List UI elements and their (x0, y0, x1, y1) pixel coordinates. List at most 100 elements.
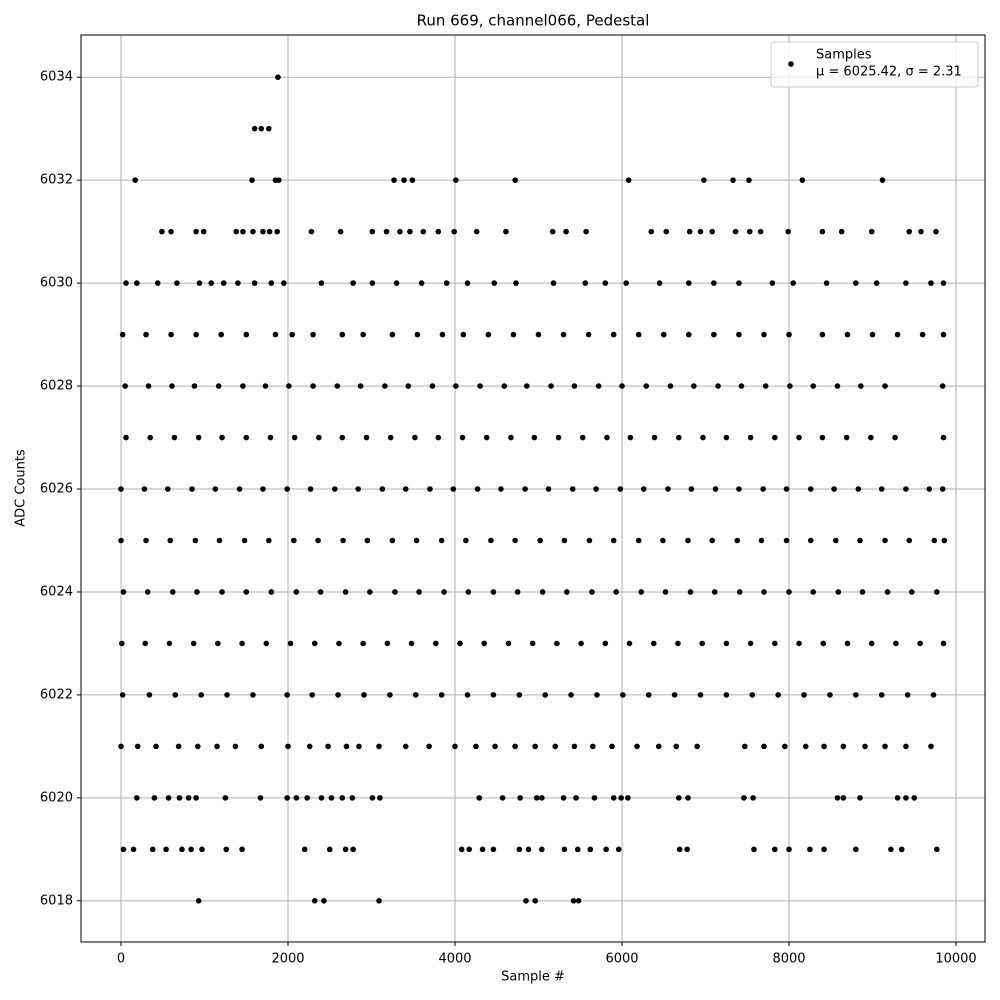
point (844, 331, 851, 338)
point (477, 383, 483, 389)
point (168, 331, 174, 338)
point (185, 795, 192, 801)
point (783, 486, 790, 492)
point (697, 692, 704, 698)
point (257, 795, 264, 801)
point (222, 795, 229, 801)
point (328, 795, 335, 801)
point (291, 434, 298, 441)
point (691, 383, 697, 389)
point (593, 486, 599, 492)
point (232, 743, 239, 750)
point (711, 280, 717, 286)
point (730, 177, 736, 183)
point (835, 589, 842, 595)
point (360, 331, 366, 338)
point (360, 640, 366, 647)
point (757, 228, 764, 235)
point (640, 486, 647, 492)
point (782, 743, 788, 750)
point (304, 795, 311, 801)
point (355, 486, 361, 492)
point (249, 177, 255, 183)
point (457, 640, 463, 647)
point (868, 434, 874, 441)
point (220, 280, 227, 286)
point (834, 383, 841, 389)
point (412, 692, 419, 698)
point (786, 331, 792, 338)
point (594, 692, 600, 698)
point (820, 640, 827, 647)
point (224, 692, 230, 698)
point (524, 383, 530, 389)
point (311, 640, 318, 647)
point (819, 228, 826, 235)
point (531, 434, 538, 441)
point (934, 589, 940, 595)
point (241, 537, 248, 544)
point (119, 692, 126, 698)
point (123, 280, 129, 286)
point (561, 537, 568, 544)
point (501, 383, 508, 389)
y-tick-label: 6026 (40, 482, 73, 497)
point (715, 383, 721, 389)
point (169, 383, 175, 389)
point (284, 692, 290, 698)
point (643, 383, 650, 389)
point (655, 743, 662, 750)
point (473, 743, 479, 750)
point (517, 795, 523, 801)
point (934, 846, 940, 853)
point (675, 795, 682, 801)
point (810, 589, 817, 595)
point (172, 692, 179, 698)
point (857, 795, 863, 801)
legend-box (770, 41, 979, 88)
point (200, 228, 207, 235)
point (350, 846, 356, 853)
point (416, 589, 422, 595)
point (635, 331, 642, 338)
point (676, 846, 683, 853)
point (589, 743, 596, 750)
point (873, 280, 880, 286)
point (853, 846, 859, 853)
point (843, 434, 850, 441)
point (514, 589, 521, 595)
point (589, 589, 595, 595)
point (688, 486, 695, 492)
point (166, 640, 173, 647)
point (438, 692, 445, 698)
point (827, 692, 833, 698)
point (317, 589, 324, 595)
point (904, 692, 911, 698)
point (522, 486, 528, 492)
point (364, 537, 371, 544)
point (555, 434, 562, 441)
point (443, 280, 450, 286)
point (760, 486, 766, 492)
point (888, 846, 894, 853)
point (512, 743, 518, 750)
point (747, 640, 754, 647)
point (266, 228, 273, 235)
point (775, 692, 781, 698)
point (143, 331, 149, 338)
point (208, 280, 214, 286)
point (198, 692, 204, 698)
point (694, 743, 700, 750)
point (810, 383, 817, 389)
point (615, 846, 622, 853)
point (931, 537, 938, 544)
point (660, 537, 666, 544)
point (711, 331, 717, 338)
point (169, 589, 176, 595)
point (723, 640, 730, 647)
point (893, 640, 899, 647)
point (189, 486, 195, 492)
point (684, 846, 690, 853)
point (571, 743, 578, 750)
point (802, 743, 809, 750)
